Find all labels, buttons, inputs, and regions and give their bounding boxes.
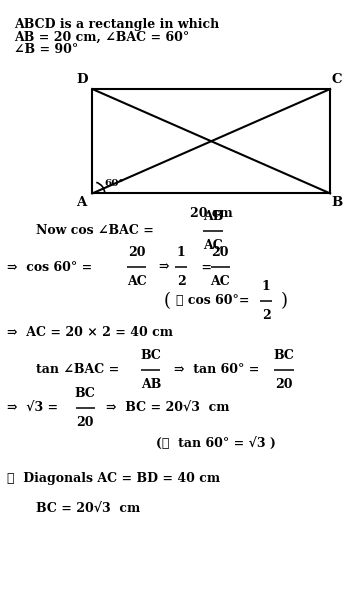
Text: AC: AC	[210, 275, 230, 288]
Text: 1: 1	[177, 246, 185, 259]
Text: ⇒  cos 60° =: ⇒ cos 60° =	[7, 260, 97, 274]
Text: 20: 20	[128, 246, 146, 259]
Text: 60°: 60°	[105, 179, 124, 188]
Text: C: C	[332, 73, 343, 86]
Text: ⇒: ⇒	[158, 260, 169, 274]
Text: BC: BC	[75, 387, 95, 400]
Text: AC: AC	[127, 275, 147, 288]
Text: (: (	[163, 292, 170, 310]
Text: 2: 2	[177, 275, 185, 288]
Text: 20: 20	[76, 416, 94, 429]
Text: AB = 20 cm, ∠BAC = 60°: AB = 20 cm, ∠BAC = 60°	[14, 31, 190, 44]
Text: 1: 1	[262, 280, 271, 293]
Text: tan ∠BAC =: tan ∠BAC =	[36, 363, 123, 376]
Text: D: D	[76, 73, 87, 86]
Text: AB: AB	[203, 210, 223, 223]
Text: ⇒  AC = 20 × 2 = 40 cm: ⇒ AC = 20 × 2 = 40 cm	[7, 326, 173, 340]
Text: (∵  tan 60° = √3 ): (∵ tan 60° = √3 )	[156, 437, 276, 450]
Text: ∠B = 90°: ∠B = 90°	[14, 43, 78, 56]
Text: ⇒  BC = 20√3  cm: ⇒ BC = 20√3 cm	[106, 402, 230, 415]
Text: B: B	[332, 196, 343, 209]
Text: ABCD is a rectangle in which: ABCD is a rectangle in which	[14, 18, 219, 31]
Text: ∴  Diagonals AC = BD = 40 cm: ∴ Diagonals AC = BD = 40 cm	[7, 472, 220, 486]
Text: A: A	[77, 196, 87, 209]
Text: 2: 2	[262, 309, 271, 322]
Text: ): )	[280, 292, 288, 310]
Text: 20 cm: 20 cm	[190, 207, 233, 220]
Text: AB: AB	[141, 378, 161, 391]
Text: BC = 20√3  cm: BC = 20√3 cm	[36, 503, 140, 516]
Text: AC: AC	[203, 239, 223, 252]
Text: Now cos ∠BAC =: Now cos ∠BAC =	[36, 224, 158, 238]
Text: 20: 20	[211, 246, 229, 259]
Text: ⇒  tan 60° =: ⇒ tan 60° =	[174, 363, 264, 376]
Text: ∵ cos 60°=: ∵ cos 60°=	[176, 294, 249, 308]
Text: =: =	[197, 260, 217, 274]
Text: ⇒  √3 =: ⇒ √3 =	[7, 402, 62, 415]
Text: 20: 20	[275, 378, 293, 391]
Text: BC: BC	[141, 349, 161, 362]
Text: BC: BC	[274, 349, 294, 362]
